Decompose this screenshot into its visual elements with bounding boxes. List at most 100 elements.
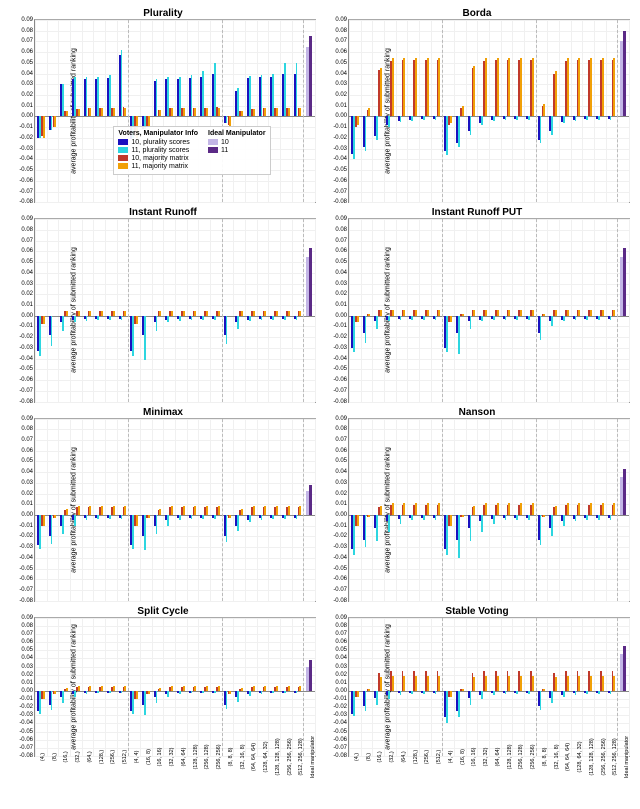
bar bbox=[357, 691, 359, 698]
bar bbox=[613, 310, 615, 315]
bar bbox=[144, 691, 146, 715]
bar bbox=[508, 58, 510, 117]
ytick: 0.08 bbox=[325, 227, 347, 233]
bar bbox=[602, 676, 604, 691]
bar bbox=[392, 310, 394, 315]
bar bbox=[450, 116, 452, 122]
bar bbox=[470, 116, 472, 134]
bar bbox=[54, 691, 56, 694]
bar bbox=[78, 109, 80, 117]
ytick: 0.06 bbox=[11, 49, 33, 55]
bar bbox=[598, 116, 600, 119]
bar bbox=[540, 116, 542, 143]
ideal-bar bbox=[623, 469, 626, 515]
bar bbox=[121, 691, 123, 693]
y-axis-label: average profitability of submitted ranki… bbox=[70, 248, 77, 374]
bar bbox=[78, 686, 80, 691]
bar bbox=[144, 515, 146, 550]
ytick: -0.06 bbox=[325, 178, 347, 184]
ytick: 0.02 bbox=[11, 491, 33, 497]
bar bbox=[543, 104, 545, 117]
xtick: (16, 16) bbox=[471, 748, 477, 767]
ytick: 0.02 bbox=[11, 291, 33, 297]
ytick: -0.04 bbox=[11, 156, 33, 162]
bar bbox=[575, 116, 577, 120]
ytick: -0.02 bbox=[11, 135, 33, 141]
bar bbox=[136, 515, 138, 526]
legend-main-title: Voters, Manipulator Info bbox=[118, 130, 198, 137]
ytick: -0.01 bbox=[325, 523, 347, 529]
bar bbox=[86, 515, 88, 520]
bar bbox=[376, 116, 378, 140]
ytick: -0.03 bbox=[325, 345, 347, 351]
panel-instant-runoff: Instant Runoff-0.08-0.07-0.06-0.05-0.04-… bbox=[8, 207, 318, 402]
bar bbox=[159, 311, 161, 315]
bar bbox=[575, 316, 577, 320]
bar bbox=[602, 503, 604, 515]
xtick: (4, 4) bbox=[448, 751, 454, 764]
ytick: 0.04 bbox=[325, 655, 347, 661]
xtick: (64,) bbox=[87, 751, 93, 762]
bar bbox=[113, 686, 115, 691]
bar bbox=[493, 116, 495, 120]
ytick: 0.04 bbox=[11, 270, 33, 276]
ytick: 0.07 bbox=[11, 631, 33, 637]
ytick: 0.09 bbox=[325, 416, 347, 422]
bar bbox=[423, 116, 425, 119]
ytick: -0.02 bbox=[325, 533, 347, 539]
xtick: (128,) bbox=[413, 750, 419, 764]
ytick: 0.08 bbox=[325, 28, 347, 34]
bar bbox=[97, 316, 99, 320]
bar bbox=[411, 515, 413, 520]
bar bbox=[183, 108, 185, 117]
bar bbox=[388, 316, 390, 321]
ytick: 0.04 bbox=[11, 71, 33, 77]
bar bbox=[89, 108, 91, 117]
bar bbox=[226, 515, 228, 542]
bar bbox=[78, 311, 80, 315]
ytick: 0.02 bbox=[325, 92, 347, 98]
ytick: 0.09 bbox=[11, 615, 33, 621]
bar bbox=[403, 676, 405, 691]
bar bbox=[194, 686, 196, 691]
plot-area: -0.08-0.07-0.06-0.05-0.04-0.03-0.02-0.01… bbox=[34, 19, 316, 203]
bar bbox=[121, 515, 123, 519]
xtick: (4,) bbox=[40, 753, 46, 761]
bar bbox=[86, 691, 88, 694]
bar bbox=[578, 503, 580, 515]
ideal-bar bbox=[309, 36, 312, 116]
bar bbox=[167, 691, 169, 698]
bar bbox=[613, 58, 615, 117]
bar bbox=[264, 311, 266, 315]
bar bbox=[493, 316, 495, 320]
bar bbox=[54, 515, 56, 518]
bar bbox=[109, 515, 111, 519]
ytick: 0.04 bbox=[325, 71, 347, 77]
bar bbox=[54, 116, 56, 127]
bar bbox=[296, 691, 298, 693]
bar bbox=[540, 691, 542, 711]
bar bbox=[415, 310, 417, 315]
bar bbox=[520, 503, 522, 515]
bar bbox=[543, 689, 545, 691]
bar bbox=[272, 691, 274, 693]
bar bbox=[508, 503, 510, 515]
ytick: -0.01 bbox=[325, 696, 347, 702]
ytick: -0.07 bbox=[325, 189, 347, 195]
ytick: -0.08 bbox=[325, 199, 347, 205]
bar bbox=[427, 503, 429, 515]
bar bbox=[167, 515, 169, 526]
bar bbox=[206, 686, 208, 691]
bar bbox=[497, 676, 499, 691]
panel-split-cycle: Split Cycle-0.08-0.07-0.06-0.05-0.04-0.0… bbox=[8, 606, 318, 801]
bar bbox=[575, 515, 577, 521]
bar bbox=[516, 515, 518, 520]
bar bbox=[276, 686, 278, 691]
bar bbox=[388, 116, 390, 127]
ytick: 0.00 bbox=[325, 313, 347, 319]
ideal-bar bbox=[309, 660, 312, 691]
bar bbox=[288, 506, 290, 515]
bar bbox=[202, 691, 204, 693]
bar bbox=[602, 58, 604, 117]
bar bbox=[586, 316, 588, 320]
